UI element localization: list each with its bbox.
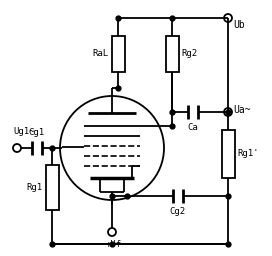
Text: Rg1: Rg1 <box>26 183 42 192</box>
Bar <box>112 36 125 72</box>
Text: Ca: Ca <box>187 123 198 132</box>
Text: Rg2: Rg2 <box>181 49 198 59</box>
Bar <box>45 165 58 210</box>
Text: +Uf: +Uf <box>106 240 122 249</box>
Text: Cg1: Cg1 <box>29 128 45 137</box>
Bar <box>165 36 178 72</box>
Bar <box>221 130 234 178</box>
Text: Ub: Ub <box>233 20 245 30</box>
Text: Ua~: Ua~ <box>233 105 251 115</box>
Text: Cg2: Cg2 <box>169 207 186 216</box>
Text: Ug1~: Ug1~ <box>13 127 35 136</box>
Text: Rg1': Rg1' <box>237 150 259 158</box>
Text: RaL: RaL <box>92 49 109 59</box>
